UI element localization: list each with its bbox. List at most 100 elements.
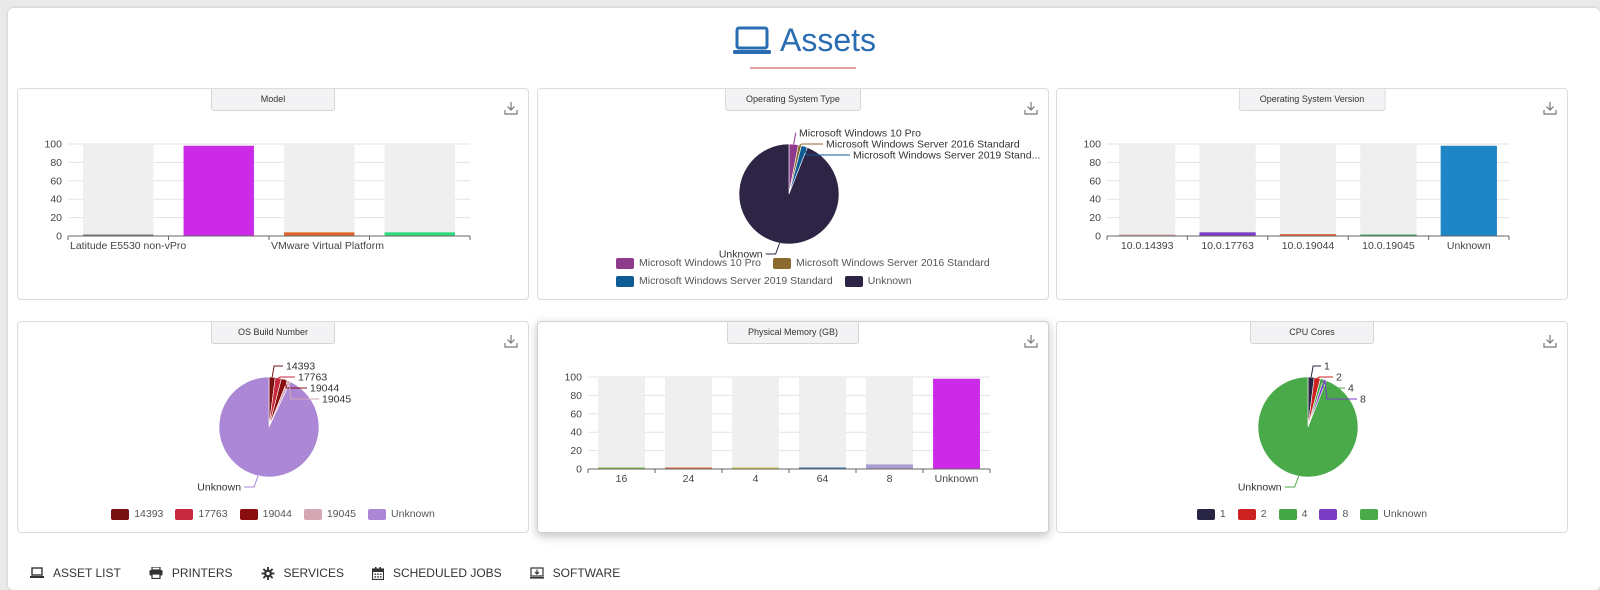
x-tick-label: Unknown (1447, 240, 1491, 252)
legend-label: Microsoft Windows 10 Pro (639, 257, 761, 269)
nav-label: SOFTWARE (552, 566, 621, 580)
callout-line (793, 132, 797, 145)
bar-background (1279, 144, 1337, 236)
callout-line (244, 475, 259, 488)
legend-label: Microsoft Windows Server 2016 Standard (795, 257, 990, 269)
y-tick-label: 20 (1089, 212, 1101, 224)
legend-swatch (616, 257, 634, 269)
nav-label: SCHEDULED JOBS (392, 566, 502, 580)
bar-background (384, 144, 455, 236)
legend-item[interactable]: 19045 (303, 505, 356, 523)
legend-item[interactable]: 17763 (175, 505, 228, 523)
y-tick-label: 20 (570, 445, 582, 457)
pie-slice (218, 376, 320, 478)
pie-slice (738, 143, 840, 245)
legend-label: Unknown (867, 275, 912, 287)
y-tick-label: 0 (576, 464, 582, 476)
callout-line (803, 146, 850, 156)
bar-background (598, 377, 645, 469)
legend-label: Microsoft Windows Server 2019 Standard (639, 275, 833, 287)
assets-page: Assets Model 0 20 40 60 80 100 Latitude E5530 … (8, 8, 1600, 590)
nav-printers[interactable]: PRINTERS (149, 566, 233, 580)
y-tick-label: 80 (570, 390, 582, 402)
bar (799, 467, 846, 469)
nav-software[interactable]: SOFTWARE (529, 566, 621, 580)
nav-scheduled-jobs[interactable]: SCHEDULED JOBS (371, 566, 502, 580)
y-tick-label: 100 (44, 139, 62, 151)
callout-label: 17763 (298, 372, 327, 384)
nav-label: SERVICES (283, 566, 344, 580)
chart-legend: 14393 17763 19044 19045 Unknown (18, 505, 528, 523)
legend-item[interactable]: Unknown (1360, 505, 1427, 523)
bar (1279, 234, 1337, 236)
callout-line (1284, 475, 1300, 488)
x-tick-label: 10.0.17763 (1201, 240, 1254, 252)
card-physical-memory: Physical Memory (GB) 0 20 40 60 80 100 16 24 4 64… (537, 321, 1049, 533)
gear-icon (261, 566, 274, 580)
callout-label: 1 (1324, 361, 1330, 373)
legend-swatch (844, 275, 863, 287)
legend-swatch (175, 508, 194, 520)
bar-background (1199, 144, 1256, 236)
callout-label: 14393 (286, 361, 315, 373)
bottom-nav: ASSET LIST PRINTERS SERVICES (30, 566, 620, 580)
y-tick-label: 0 (1095, 231, 1101, 243)
y-tick-label: 20 (50, 212, 62, 224)
download-icon[interactable] (1543, 334, 1557, 348)
nav-services[interactable]: SERVICES (261, 566, 344, 580)
card-title: OS Build Number (211, 322, 335, 344)
legend-item[interactable]: 4 (1278, 505, 1307, 523)
legend-swatch (772, 257, 791, 269)
legend-item[interactable]: Microsoft Windows Server 2016 Standard (772, 254, 990, 272)
legend-label: 2 (1260, 508, 1267, 520)
legend-swatch (1360, 508, 1379, 520)
pie-slice (1257, 376, 1359, 478)
callout-label: 19045 (322, 394, 351, 406)
callout-label: Unknown (719, 249, 763, 261)
legend-item[interactable]: Microsoft Windows 10 Pro (616, 254, 761, 272)
legend-row: 1 2 4 8 Unknown (1191, 505, 1433, 523)
y-tick-label: 60 (1089, 175, 1101, 187)
legend-item[interactable]: 2 (1237, 505, 1267, 523)
card-title: Operating System Type (725, 89, 861, 111)
os-version-bar-chart: 0 20 40 60 80 100 10.0.14393 10.0.17763 10.0.190… (1083, 139, 1510, 252)
nav-label: PRINTERS (171, 566, 233, 580)
x-tick-label: 24 (683, 473, 695, 485)
legend-label: 8 (1342, 508, 1349, 520)
callout-line (278, 376, 295, 379)
nav-asset-list[interactable]: ASSET LIST (30, 566, 121, 580)
card-cpu-cores: CPU Cores 1 2 4 8 Unknown 1 2 4 8 Unknown (1056, 321, 1568, 533)
callout-line (1321, 378, 1345, 389)
bar-background (799, 377, 846, 469)
legend-row: 14393 17763 19044 19045 Unknown (105, 505, 441, 523)
card-title: Model (211, 89, 335, 111)
download-icon[interactable] (504, 101, 518, 115)
bar (933, 378, 980, 469)
download-icon[interactable] (1543, 101, 1557, 115)
legend-item[interactable]: 1 (1196, 505, 1226, 523)
download-icon[interactable] (1024, 101, 1038, 115)
bar-background (866, 377, 913, 469)
legend-item[interactable]: Unknown (844, 272, 912, 290)
legend-item[interactable]: 14393 (111, 505, 163, 523)
y-tick-label: 40 (50, 194, 62, 206)
legend-item[interactable]: 19044 (239, 505, 292, 523)
y-tick-label: 100 (1083, 139, 1101, 151)
download-icon[interactable] (504, 334, 518, 348)
bar (83, 234, 154, 236)
bar (1360, 234, 1417, 236)
bar (1199, 232, 1256, 236)
legend-item[interactable]: Unknown (368, 505, 435, 523)
download-icon[interactable] (1024, 334, 1038, 348)
callout-label: 2 (1336, 372, 1342, 384)
bar (183, 145, 254, 236)
callout-line (799, 143, 823, 146)
legend-item[interactable]: 8 (1319, 505, 1348, 523)
bar (665, 467, 712, 469)
printer-icon (149, 567, 163, 579)
bar (598, 467, 645, 469)
legend-item[interactable]: Microsoft Windows Server 2019 Standard (616, 272, 833, 290)
